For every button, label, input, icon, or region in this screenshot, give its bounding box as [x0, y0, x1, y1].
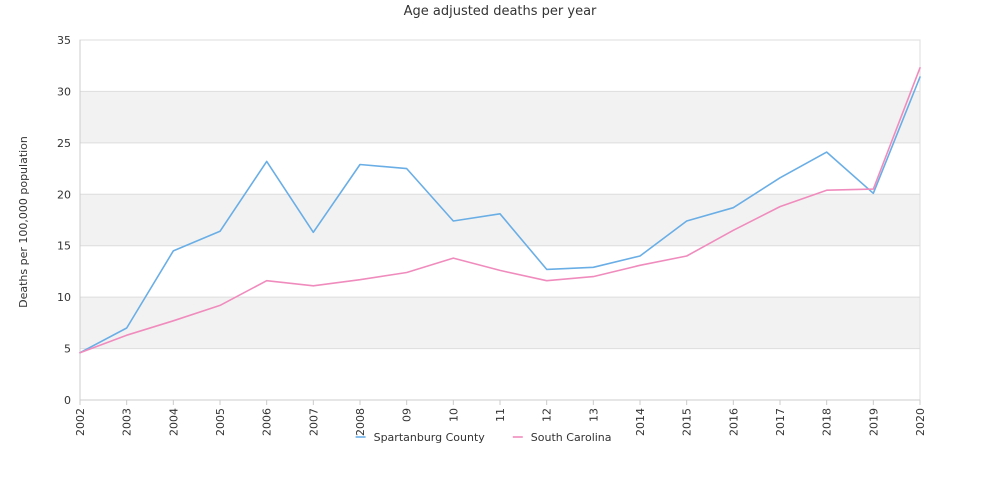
x-tick-label: 2019 [867, 408, 880, 436]
x-tick-label: 2008 [354, 408, 367, 436]
x-tick-label: 11 [494, 408, 507, 422]
x-tick-label: 09 [401, 408, 414, 422]
chart-title: Age adjusted deaths per year [404, 4, 597, 19]
y-tick-label: 35 [57, 34, 71, 47]
y-tick-label: 20 [57, 188, 71, 201]
y-tick-label: 10 [57, 291, 71, 304]
y-tick-label: 15 [57, 240, 71, 253]
x-tick-label: 2004 [167, 408, 180, 436]
plot-bands [80, 91, 920, 349]
series-line [79, 67, 921, 354]
y-tick-label: 25 [57, 137, 71, 150]
x-tick-label: 2007 [307, 408, 320, 436]
y-axis-label: Deaths per 100,000 population [17, 136, 30, 308]
x-tick-label: 2014 [634, 408, 647, 436]
y-tick-labels: 0 5 10 15 20 25 30 35 [57, 34, 71, 407]
legend-label: South Carolina [531, 431, 612, 444]
plot-band [80, 194, 920, 246]
x-tick-label: 2016 [727, 408, 740, 436]
x-tick-label: 2020 [914, 408, 927, 436]
x-tick-label: 2002 [74, 408, 87, 436]
x-tick-label: 2015 [681, 408, 694, 436]
legend-label: Spartanburg County [374, 431, 486, 444]
x-tick-label: 13 [587, 408, 600, 422]
legend: Spartanburg County South Carolina [355, 431, 612, 444]
x-tick-label: 2003 [121, 408, 134, 436]
x-tick-label: 2005 [214, 408, 227, 436]
x-tick-label: 2006 [261, 408, 274, 436]
x-tick-label: 12 [541, 408, 554, 422]
x-tick-label: 2017 [774, 408, 787, 436]
series-line [79, 76, 921, 354]
plot-band [80, 91, 920, 143]
x-tick-labels: 2002 2003 2004 2005 2006 2007 2008 09 10 11 12 13 20… [74, 400, 927, 436]
series-lines [79, 67, 921, 354]
x-tick-label: 10 [447, 408, 460, 422]
y-tick-label: 5 [64, 343, 71, 356]
x-tick-label: 2018 [821, 408, 834, 436]
plot-band [80, 297, 920, 349]
y-tick-label: 0 [64, 394, 71, 407]
y-tick-label: 30 [57, 85, 71, 98]
